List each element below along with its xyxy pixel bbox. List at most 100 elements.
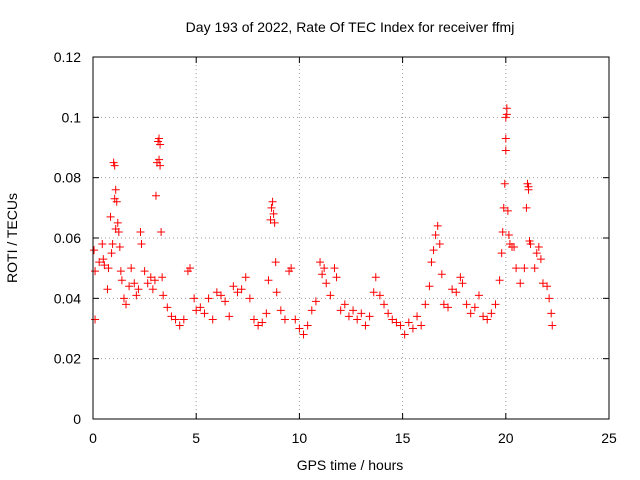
data-point	[512, 264, 521, 273]
data-point	[112, 197, 121, 206]
data-point	[369, 288, 378, 297]
data-point	[216, 291, 225, 300]
data-point	[175, 321, 184, 330]
data-point	[421, 300, 430, 309]
y-tick-label: 0.04	[54, 290, 81, 306]
data-point	[159, 291, 168, 300]
y-tick-label: 0.02	[54, 351, 81, 367]
data-point	[91, 315, 100, 324]
data-point	[163, 303, 172, 312]
data-point	[119, 294, 128, 303]
data-point	[143, 279, 152, 288]
data-point	[125, 282, 134, 291]
data-point	[499, 203, 508, 212]
data-point	[444, 303, 453, 312]
data-point	[543, 282, 552, 291]
data-point	[437, 270, 446, 279]
data-point	[483, 315, 492, 324]
data-point	[171, 315, 180, 324]
data-point	[291, 315, 300, 324]
data-point	[200, 309, 209, 318]
y-tick-label: 0	[73, 411, 81, 427]
data-point	[155, 134, 164, 143]
data-point	[375, 291, 384, 300]
data-point	[249, 315, 258, 324]
data-point	[190, 294, 199, 303]
x-tick-label: 0	[89, 430, 97, 446]
data-point	[134, 285, 143, 294]
data-point	[111, 185, 120, 194]
data-point	[100, 261, 109, 270]
data-point	[114, 227, 123, 236]
data-point	[271, 258, 280, 267]
data-point	[254, 321, 263, 330]
data-point	[104, 264, 113, 273]
data-point	[95, 258, 104, 267]
data-point	[146, 273, 155, 282]
data-point	[530, 264, 539, 273]
data-point	[157, 227, 166, 236]
y-tick-label: 0.12	[54, 49, 81, 65]
data-point	[435, 240, 444, 249]
data-point	[439, 300, 448, 309]
data-point	[417, 321, 426, 330]
data-point	[545, 294, 554, 303]
chart-title: Day 193 of 2022, Rate Of TEC Index for r…	[186, 19, 515, 35]
data-point	[353, 315, 362, 324]
data-point	[196, 303, 205, 312]
data-point	[229, 282, 238, 291]
data-point	[388, 315, 397, 324]
data-point	[501, 134, 510, 143]
data-point	[466, 309, 475, 318]
data-point	[332, 273, 341, 282]
data-point	[326, 291, 335, 300]
data-point	[117, 276, 126, 285]
data-point	[448, 285, 457, 294]
data-point	[116, 267, 125, 276]
data-point	[429, 246, 438, 255]
data-point	[425, 282, 434, 291]
data-point	[258, 318, 267, 327]
data-point	[287, 264, 296, 273]
data-point	[90, 246, 99, 255]
axis-ticks: 0 5 10 15 20 25 0 0.02 0.04 0.06 0.08 0.1 0.12	[54, 49, 617, 446]
x-tick-label: 15	[395, 430, 411, 446]
data-point	[547, 309, 556, 318]
grid-lines	[93, 57, 609, 419]
data-point	[384, 309, 393, 318]
data-point	[241, 273, 250, 282]
data-point	[427, 258, 436, 267]
data-point	[151, 191, 160, 200]
data-point	[344, 312, 353, 321]
data-point	[495, 276, 504, 285]
data-point	[522, 203, 531, 212]
data-point	[365, 312, 374, 321]
data-point	[110, 161, 119, 170]
data-point	[349, 306, 358, 315]
data-point	[225, 312, 234, 321]
data-point	[431, 230, 440, 239]
data-point	[474, 291, 483, 300]
data-point	[462, 300, 471, 309]
data-point	[192, 306, 201, 315]
data-point	[371, 273, 380, 282]
y-tick-label: 0.08	[54, 170, 81, 186]
data-point	[136, 227, 145, 236]
x-tick-label: 5	[192, 430, 200, 446]
data-point	[501, 146, 510, 155]
data-point	[237, 285, 246, 294]
data-point	[264, 276, 273, 285]
data-point	[295, 324, 304, 333]
data-point	[186, 264, 195, 273]
data-point	[396, 321, 405, 330]
data-point	[433, 221, 442, 230]
data-point	[316, 258, 325, 267]
data-point	[137, 240, 146, 249]
data-point	[245, 294, 254, 303]
data-point	[470, 303, 479, 312]
data-point	[270, 218, 279, 227]
data-point	[400, 330, 409, 339]
data-point	[534, 243, 543, 252]
data-point	[272, 288, 281, 297]
data-point	[233, 288, 242, 297]
